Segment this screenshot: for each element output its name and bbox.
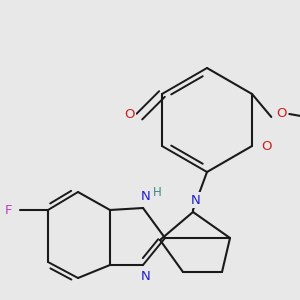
Text: H: H [153,185,161,199]
Text: O: O [261,140,271,152]
Text: N: N [141,271,151,284]
Text: O: O [124,108,135,121]
Text: O: O [276,107,286,121]
Text: N: N [141,190,151,203]
Text: N: N [191,194,201,206]
Text: F: F [4,203,12,217]
